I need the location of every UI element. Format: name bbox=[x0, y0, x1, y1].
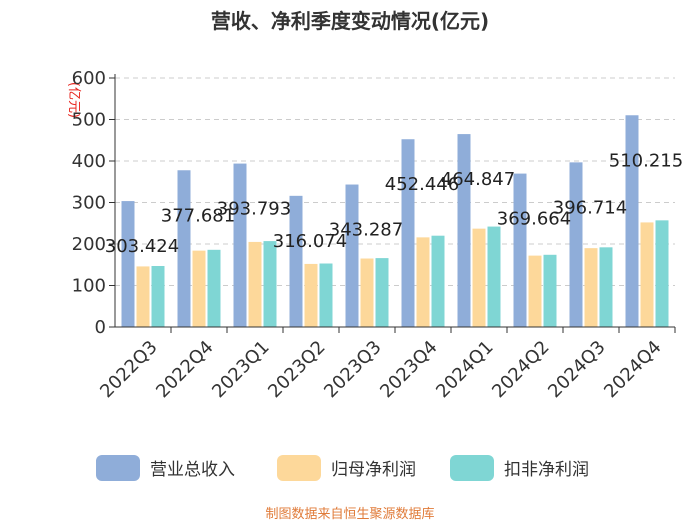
bar-2-2024Q4 bbox=[655, 220, 669, 327]
bar-2-2023Q3 bbox=[375, 258, 389, 327]
x-tick-label: 2024Q1 bbox=[432, 337, 497, 402]
y-tick-label: 500 bbox=[72, 110, 106, 131]
bar-0-2023Q2 bbox=[289, 195, 303, 327]
bar-1-2022Q4 bbox=[192, 250, 206, 327]
bar-0-2024Q2 bbox=[513, 173, 527, 327]
x-tick-label: 2023Q1 bbox=[208, 337, 273, 402]
legend-swatch bbox=[450, 455, 494, 481]
y-tick-label: 400 bbox=[72, 151, 106, 172]
data-label: 393.793 bbox=[217, 199, 291, 220]
y-tick-labels: 0 100 200 300 400 500 600 bbox=[72, 68, 106, 338]
source-note: 制图数据来自恒生聚源数据库 bbox=[265, 506, 434, 522]
axes bbox=[114, 74, 676, 333]
bar-0-2022Q3 bbox=[121, 201, 135, 327]
bar-1-2022Q3 bbox=[136, 266, 150, 327]
bar-2-2024Q1 bbox=[487, 226, 501, 327]
bar-2-2023Q2 bbox=[319, 263, 333, 327]
bar-0-2023Q4 bbox=[401, 139, 415, 327]
y-tick-label: 200 bbox=[72, 234, 106, 255]
bar-1-2024Q2 bbox=[528, 255, 542, 327]
x-tick-label: 2024Q3 bbox=[544, 337, 609, 402]
data-label: 464.847 bbox=[441, 169, 515, 190]
x-tick-label: 2023Q2 bbox=[264, 337, 329, 402]
bar-1-2023Q1 bbox=[248, 241, 262, 327]
gridlines bbox=[109, 77, 675, 328]
legend-label: 归母净利润 bbox=[331, 460, 416, 480]
bar-1-2024Q3 bbox=[584, 248, 598, 327]
data-label: 369.664 bbox=[497, 209, 571, 230]
legend-label: 营业总收入 bbox=[150, 460, 235, 480]
bar-2-2023Q1 bbox=[263, 241, 277, 327]
data-label: 303.424 bbox=[105, 236, 179, 257]
bar-2-2022Q3 bbox=[151, 265, 165, 327]
data-label: 343.287 bbox=[329, 220, 403, 241]
data-label: 452.446 bbox=[385, 174, 459, 195]
bar-2-2023Q4 bbox=[431, 235, 445, 327]
y-tick-label: 300 bbox=[72, 193, 106, 214]
x-tick-label: 2022Q4 bbox=[152, 337, 217, 402]
bar-2-2024Q2 bbox=[543, 254, 557, 327]
bar-0-2023Q1 bbox=[233, 163, 247, 327]
bar-0-2024Q3 bbox=[569, 162, 583, 327]
data-label: 377.681 bbox=[161, 205, 235, 226]
bar-2-2024Q3 bbox=[599, 247, 613, 327]
bar-1-2024Q4 bbox=[640, 222, 654, 327]
x-tick-labels: 2022Q32022Q42023Q12023Q22023Q32023Q42024… bbox=[96, 337, 665, 402]
legend-label: 扣非净利润 bbox=[504, 460, 589, 480]
x-tick-label: 2024Q2 bbox=[488, 337, 553, 402]
bar-0-2023Q3 bbox=[345, 184, 359, 327]
y-tick-label: 0 bbox=[95, 317, 106, 338]
data-label: 510.215 bbox=[609, 150, 683, 171]
bar-0-2024Q1 bbox=[457, 134, 471, 327]
bar-2-2022Q4 bbox=[207, 249, 221, 327]
bar-0-2022Q4 bbox=[177, 170, 191, 327]
bars bbox=[121, 115, 669, 327]
legend-swatch bbox=[96, 455, 140, 481]
bar-1-2023Q4 bbox=[416, 237, 430, 327]
y-axis-label: (亿元) bbox=[66, 82, 81, 118]
x-tick-label: 2024Q4 bbox=[600, 337, 665, 402]
x-tick-label: 2023Q3 bbox=[320, 337, 385, 402]
bar-0-2024Q4 bbox=[625, 115, 639, 327]
chart-title: 营收、净利季度变动情况(亿元) bbox=[211, 9, 489, 33]
legend: 营业总收入 归母净利润 扣非净利润 bbox=[96, 455, 589, 481]
bar-1-2024Q1 bbox=[472, 228, 486, 327]
y-tick-label: 600 bbox=[72, 68, 106, 89]
bar-1-2023Q3 bbox=[360, 258, 374, 327]
bar-1-2023Q2 bbox=[304, 263, 318, 327]
x-tick-label: 2023Q4 bbox=[376, 337, 441, 402]
data-label: 316.074 bbox=[273, 231, 347, 252]
y-tick-label: 100 bbox=[72, 276, 106, 297]
legend-swatch bbox=[277, 455, 321, 481]
data-label: 396.714 bbox=[553, 197, 627, 218]
x-tick-label: 2022Q3 bbox=[96, 337, 161, 402]
